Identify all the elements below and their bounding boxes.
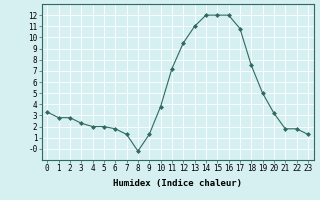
X-axis label: Humidex (Indice chaleur): Humidex (Indice chaleur) (113, 179, 242, 188)
